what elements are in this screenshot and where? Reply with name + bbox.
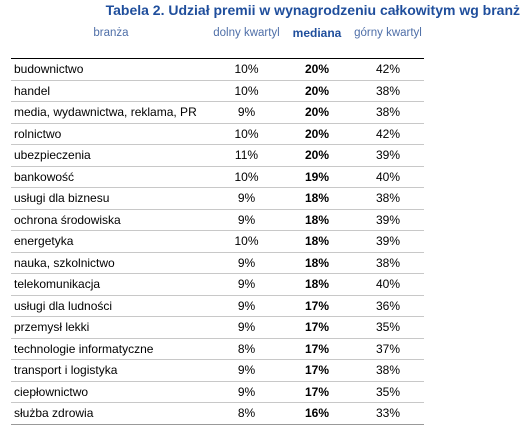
- cell-branza: służba zdrowia: [11, 402, 211, 425]
- cell-mediana: 18%: [282, 187, 352, 210]
- table-row: bankowość 10% 19% 40%: [11, 166, 424, 188]
- cell-branza: usługi dla biznesu: [11, 187, 211, 210]
- table-row: budownictwo 10% 20% 42%: [11, 58, 424, 81]
- cell-dolny-kwartyl: 10%: [211, 58, 282, 81]
- cell-mediana: 20%: [282, 123, 352, 145]
- bonus-share-table: branża dolny kwartyl mediana górny kwart…: [11, 26, 424, 425]
- table-row: usługi dla biznesu 9% 18% 38%: [11, 187, 424, 210]
- table-row: telekomunikacja 9% 18% 40%: [11, 273, 424, 296]
- cell-mediana: 17%: [282, 359, 352, 382]
- cell-branza: usługi dla ludności: [11, 295, 211, 317]
- cell-mediana: 20%: [282, 101, 352, 124]
- cell-dolny-kwartyl: 8%: [211, 402, 282, 425]
- cell-mediana: 18%: [282, 273, 352, 296]
- cell-branza: media, wydawnictwa, reklama, PR: [11, 101, 211, 124]
- cell-gorny-kwartyl: 37%: [352, 338, 424, 360]
- cell-branza: nauka, szkolnictwo: [11, 252, 211, 274]
- cell-dolny-kwartyl: 10%: [211, 166, 282, 188]
- cell-branza: ciepłownictwo: [11, 381, 211, 403]
- table-row: transport i logistyka 9% 17% 38%: [11, 359, 424, 382]
- table-title: Tabela 2. Udział premii w wynagrodzeniu …: [105, 2, 520, 18]
- cell-dolny-kwartyl: 9%: [211, 316, 282, 339]
- header-mediana: mediana: [282, 26, 352, 59]
- cell-gorny-kwartyl: 42%: [352, 123, 424, 145]
- cell-gorny-kwartyl: 38%: [352, 80, 424, 102]
- cell-branza: telekomunikacja: [11, 273, 211, 296]
- cell-branza: technologie informatyczne: [11, 338, 211, 360]
- cell-mediana: 19%: [282, 166, 352, 188]
- cell-dolny-kwartyl: 9%: [211, 209, 282, 231]
- table-row: ciepłownictwo 9% 17% 35%: [11, 381, 424, 403]
- cell-gorny-kwartyl: 40%: [352, 166, 424, 188]
- cell-mediana: 17%: [282, 316, 352, 339]
- cell-branza: rolnictwo: [11, 123, 211, 145]
- cell-gorny-kwartyl: 33%: [352, 402, 424, 425]
- cell-dolny-kwartyl: 9%: [211, 381, 282, 403]
- table-row: technologie informatyczne 8% 17% 37%: [11, 338, 424, 360]
- cell-gorny-kwartyl: 39%: [352, 144, 424, 167]
- cell-branza: ochrona środowiska: [11, 209, 211, 231]
- table-body: budownictwo 10% 20% 42% handel 10% 20% 38% media…: [11, 58, 424, 425]
- cell-dolny-kwartyl: 10%: [211, 230, 282, 253]
- cell-gorny-kwartyl: 39%: [352, 209, 424, 231]
- table-row: służba zdrowia 8% 16% 33%: [11, 402, 424, 425]
- cell-mediana: 18%: [282, 252, 352, 274]
- cell-dolny-kwartyl: 8%: [211, 338, 282, 360]
- cell-mediana: 20%: [282, 80, 352, 102]
- table-row: przemysł lekki 9% 17% 35%: [11, 316, 424, 339]
- cell-gorny-kwartyl: 38%: [352, 359, 424, 382]
- cell-branza: ubezpieczenia: [11, 144, 211, 167]
- cell-dolny-kwartyl: 10%: [211, 80, 282, 102]
- cell-mediana: 20%: [282, 144, 352, 167]
- cell-mediana: 16%: [282, 402, 352, 425]
- cell-mediana: 20%: [282, 58, 352, 81]
- table-row: usługi dla ludności 9% 17% 36%: [11, 295, 424, 317]
- table-row: ubezpieczenia 11% 20% 39%: [11, 144, 424, 167]
- cell-gorny-kwartyl: 39%: [352, 230, 424, 253]
- table-row: handel 10% 20% 38%: [11, 80, 424, 102]
- cell-gorny-kwartyl: 42%: [352, 58, 424, 81]
- cell-branza: bankowość: [11, 166, 211, 188]
- cell-branza: transport i logistyka: [11, 359, 211, 382]
- table-row: energetyka 10% 18% 39%: [11, 230, 424, 253]
- cell-dolny-kwartyl: 9%: [211, 252, 282, 274]
- cell-dolny-kwartyl: 11%: [211, 144, 282, 167]
- cell-dolny-kwartyl: 9%: [211, 101, 282, 124]
- cell-gorny-kwartyl: 38%: [352, 187, 424, 210]
- table-row: media, wydawnictwa, reklama, PR 9% 20% 38%: [11, 101, 424, 124]
- cell-dolny-kwartyl: 9%: [211, 273, 282, 296]
- cell-gorny-kwartyl: 35%: [352, 316, 424, 339]
- cell-gorny-kwartyl: 35%: [352, 381, 424, 403]
- table-row: nauka, szkolnictwo 9% 18% 38%: [11, 252, 424, 274]
- cell-branza: handel: [11, 80, 211, 102]
- cell-branza: budownictwo: [11, 58, 211, 81]
- cell-mediana: 17%: [282, 381, 352, 403]
- cell-mediana: 17%: [282, 295, 352, 317]
- cell-gorny-kwartyl: 38%: [352, 252, 424, 274]
- cell-branza: przemysł lekki: [11, 316, 211, 339]
- table-row: rolnictwo 10% 20% 42%: [11, 123, 424, 145]
- cell-mediana: 17%: [282, 338, 352, 360]
- cell-mediana: 18%: [282, 230, 352, 253]
- table-row: ochrona środowiska 9% 18% 39%: [11, 209, 424, 231]
- table-header-row: branża dolny kwartyl mediana górny kwart…: [11, 26, 424, 59]
- cell-dolny-kwartyl: 9%: [211, 359, 282, 382]
- cell-branza: energetyka: [11, 230, 211, 253]
- header-branza: branża: [11, 26, 211, 59]
- cell-gorny-kwartyl: 38%: [352, 101, 424, 124]
- header-gorny-kwartyl: górny kwartyl: [352, 26, 424, 59]
- cell-gorny-kwartyl: 40%: [352, 273, 424, 296]
- cell-mediana: 18%: [282, 209, 352, 231]
- header-dolny-kwartyl: dolny kwartyl: [211, 26, 282, 59]
- cell-gorny-kwartyl: 36%: [352, 295, 424, 317]
- cell-dolny-kwartyl: 10%: [211, 123, 282, 145]
- cell-dolny-kwartyl: 9%: [211, 187, 282, 210]
- cell-dolny-kwartyl: 9%: [211, 295, 282, 317]
